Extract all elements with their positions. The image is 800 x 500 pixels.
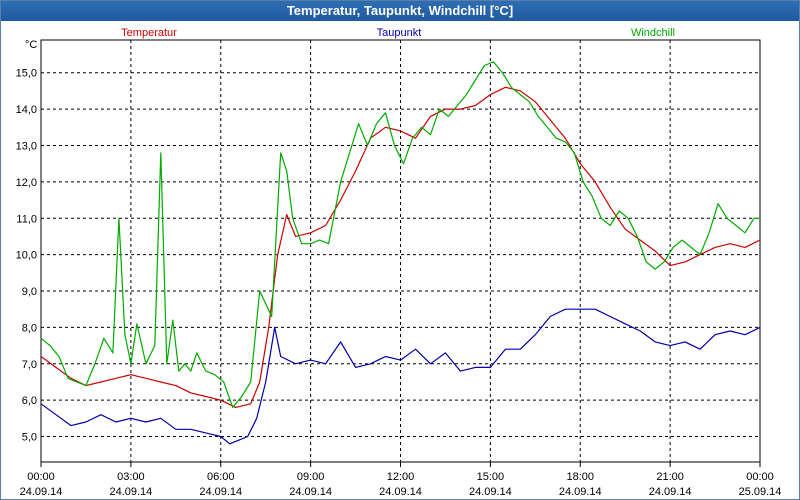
x-tick-date: 24.09.14 [199, 486, 242, 498]
y-tick-label: 6,0 [22, 395, 37, 407]
series-line-windchill [40, 61, 760, 408]
x-tick-time: 21:00 [656, 471, 684, 483]
x-tick-time: 06:00 [207, 471, 235, 483]
chart-svg: 5,0 6,0 7,0 8,0 9,0 10,0 11,0 12,0 13,0 14,0 15,0 0… [16, 27, 782, 498]
x-tick-date: 24.09.14 [649, 486, 692, 498]
plot-border [40, 39, 761, 463]
y-tick-label: 10,0 [16, 250, 37, 262]
y-tick-label: 13,0 [16, 141, 37, 153]
y-tick-label: 15,0 [16, 68, 37, 80]
chart-title: Temperatur, Taupunkt, Windchill [°C] [1, 1, 799, 21]
legend-layer: Temperatur Taupunkt Windchill [121, 27, 675, 39]
x-tick-time: 00:00 [746, 471, 774, 483]
legend-windchill: Windchill [631, 27, 675, 39]
series-line-taupunkt [40, 308, 761, 445]
y-tick-label: 12,0 [16, 177, 37, 189]
series-line-temperatur [40, 86, 761, 408]
y-tick-label: 7,0 [22, 359, 37, 371]
x-tick-time: 15:00 [477, 471, 505, 483]
series-layer [40, 61, 761, 445]
x-tick-date: 24.09.14 [469, 486, 512, 498]
x-tick-date: 24.09.14 [379, 486, 422, 498]
x-tick-time: 00:00 [27, 471, 55, 483]
x-tick-time: 09:00 [297, 471, 325, 483]
y-tick-label: 8,0 [22, 322, 37, 334]
y-tick-label: 14,0 [16, 104, 37, 116]
x-tick-time: 18:00 [566, 471, 594, 483]
grid-layer [41, 40, 760, 462]
x-tick-time: 03:00 [117, 471, 145, 483]
y-tick-label: 9,0 [22, 286, 37, 298]
legend-temperatur: Temperatur [121, 27, 177, 39]
y-tick-label: 11,0 [16, 213, 37, 225]
x-tick-date: 25.09.14 [739, 486, 782, 498]
y-unit-label: °C [25, 39, 37, 51]
axis-layer: 5,0 6,0 7,0 8,0 9,0 10,0 11,0 12,0 13,0 14,0 15,0 0… [16, 39, 782, 498]
x-tick-date: 24.09.14 [20, 486, 63, 498]
legend-taupunkt: Taupunkt [377, 27, 422, 39]
x-tick-date: 24.09.14 [559, 486, 602, 498]
x-tick-date: 24.09.14 [289, 486, 332, 498]
y-tick-label: 5,0 [22, 432, 37, 444]
x-tick-date: 24.09.14 [109, 486, 152, 498]
x-tick-time: 12:00 [387, 471, 415, 483]
